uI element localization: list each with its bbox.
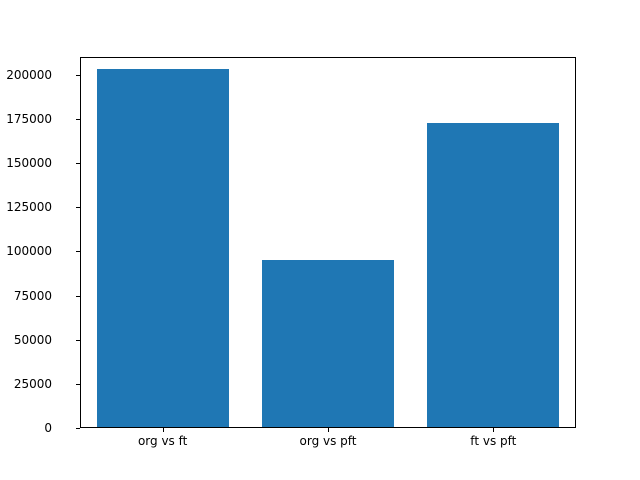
y-tick-mark (76, 428, 80, 429)
y-tick-label: 75000 (13, 288, 52, 303)
x-tick-mark (162, 428, 164, 432)
bar-slot (246, 58, 411, 427)
y-tick-mark (76, 383, 80, 385)
bar-org-vs-ft (97, 68, 230, 427)
y-tick-label: 125000 (6, 200, 52, 215)
y-tick-label: 0 (44, 421, 52, 435)
x-tick-mark (493, 428, 495, 432)
y-tick-label: 150000 (6, 156, 52, 170)
bar-ft-vs-pft (426, 123, 559, 427)
y-tick-mark (76, 251, 80, 253)
bar-slot (81, 58, 246, 427)
x-tick-label: org vs pft (299, 434, 357, 448)
x-tick-label: org vs ft (137, 434, 188, 448)
y-tick-mark (76, 163, 80, 164)
y-tick-mark (76, 118, 80, 120)
y-tick-mark (76, 339, 80, 341)
y-tick-mark (76, 295, 80, 297)
bar-org-vs-pft (262, 260, 394, 427)
y-tick-label: 100000 (6, 244, 52, 259)
x-tick-label: ft vs pft (470, 434, 517, 448)
y-tick-mark (76, 74, 80, 76)
bars-container (81, 58, 575, 427)
y-tick-label: 50000 (13, 332, 52, 347)
y-tick-label: 200000 (6, 67, 52, 82)
plot-area (80, 57, 576, 428)
bar-slot (410, 58, 575, 427)
y-tick-mark (76, 207, 80, 209)
y-tick-label: 25000 (13, 376, 52, 391)
y-tick-label: 175000 (6, 111, 52, 126)
x-tick-mark (328, 428, 329, 432)
